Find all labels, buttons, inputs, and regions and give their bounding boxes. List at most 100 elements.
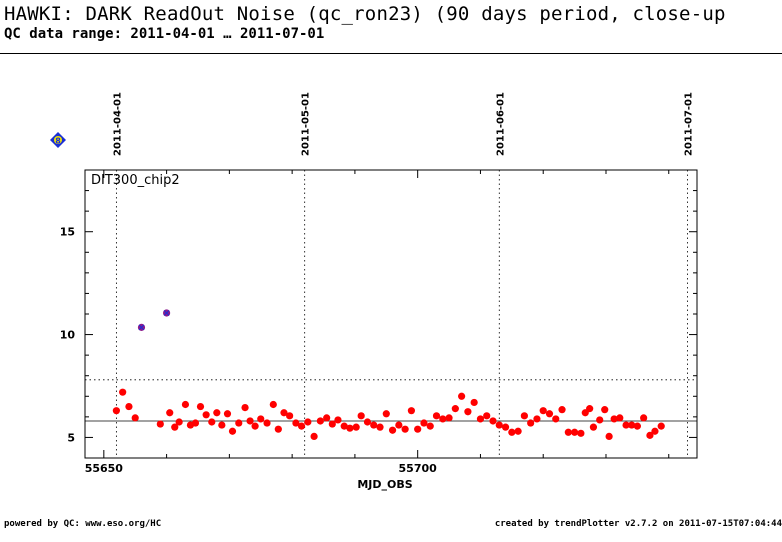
- data-point: [131, 414, 139, 422]
- panel-label: DIT300_chip2: [91, 173, 180, 188]
- axis-labels: 2011-04-01 2011-05-01 2011-06-01 2011-07-01…: [60, 92, 695, 475]
- data-point: [596, 416, 604, 424]
- month-label: 2011-05-01: [301, 92, 312, 156]
- badge-dot: [54, 136, 62, 144]
- y-tick-label: 15: [60, 226, 75, 239]
- data-point: [257, 415, 265, 423]
- data-point: [451, 405, 459, 413]
- data-point: [514, 427, 522, 435]
- data-point: [458, 392, 466, 400]
- data-point: [286, 412, 294, 420]
- data-point: [269, 400, 277, 409]
- data-point: [616, 414, 624, 422]
- data-point: [601, 406, 609, 414]
- data-point: [651, 427, 659, 435]
- y-tick-label: 5: [67, 431, 75, 444]
- x-tick-label: 55650: [85, 462, 124, 475]
- data-point: [395, 421, 403, 429]
- y-tick-label: 10: [60, 329, 76, 342]
- data-point: [401, 425, 409, 433]
- data-point: [483, 412, 491, 420]
- data-point: [445, 414, 453, 422]
- data-point: [340, 422, 348, 430]
- month-gridlines: [115, 170, 688, 458]
- data-point: [316, 417, 324, 425]
- data-point: [357, 412, 365, 420]
- chart-subtitle: QC data range: 2011-04-01 … 2011-07-01: [4, 26, 325, 42]
- data-point: [112, 407, 120, 415]
- data-point: [175, 418, 183, 426]
- data-point: [310, 432, 318, 440]
- badge-count: 8: [55, 137, 61, 146]
- data-point: [196, 402, 205, 411]
- outlier-cross: [138, 324, 145, 331]
- footer-powered-by: powered by QC: www.eso.org/HC: [4, 519, 162, 529]
- data-point: [323, 414, 331, 422]
- data-point: [228, 427, 237, 435]
- outlier-cross: [163, 310, 170, 316]
- outlier-points: [137, 309, 171, 331]
- data-point: [352, 423, 360, 431]
- data-point: [470, 398, 478, 407]
- month-label: 2011-06-01: [495, 92, 506, 156]
- data-point: [304, 418, 312, 426]
- data-point: [432, 412, 441, 420]
- data-point: [633, 422, 641, 430]
- data-point: [208, 418, 216, 426]
- data-point: [646, 431, 654, 439]
- data-point: [346, 424, 354, 432]
- x-axis-label: MJD_OBS: [357, 478, 412, 491]
- data-point: [501, 423, 510, 431]
- data-point: [407, 407, 415, 415]
- data-point: [363, 418, 372, 426]
- data-point: [420, 419, 428, 427]
- month-label: 2011-04-01: [112, 92, 123, 156]
- outlier-count-badge: 8: [50, 132, 66, 148]
- data-point: [610, 415, 618, 423]
- data-point: [280, 409, 288, 417]
- data-point: [388, 426, 397, 434]
- data-point: [552, 415, 560, 423]
- data-point: [605, 432, 613, 440]
- data-point: [545, 410, 554, 418]
- data-point: [539, 407, 547, 415]
- data-point: [263, 419, 271, 427]
- reference-lines: [85, 379, 697, 422]
- data-point: [328, 420, 336, 428]
- data-point: [489, 417, 497, 425]
- data-point: [202, 411, 210, 419]
- data-point: [476, 415, 485, 423]
- data-point: [527, 419, 535, 427]
- data-point: [223, 410, 232, 418]
- data-point: [439, 415, 447, 423]
- data-point: [241, 404, 249, 412]
- data-point: [464, 408, 472, 416]
- data-point: [577, 429, 585, 437]
- data-point: [414, 425, 422, 433]
- data-point: [508, 428, 516, 436]
- data-point: [156, 420, 164, 428]
- data-point: [628, 421, 636, 429]
- data-point: [292, 419, 300, 427]
- footer-created-by: created by trendPlotter v2.7.2 on 2011-0…: [494, 519, 782, 529]
- data-point: [558, 406, 566, 414]
- data-point: [571, 428, 579, 436]
- data-point: [657, 422, 665, 430]
- data-point: [640, 414, 648, 422]
- data-point: [382, 410, 390, 418]
- data-point: [246, 417, 254, 425]
- month-label: 2011-07-01: [684, 92, 695, 156]
- axis-ticks: [85, 169, 697, 459]
- data-point: [297, 422, 306, 430]
- data-point: [376, 423, 384, 431]
- data-point: [125, 402, 133, 411]
- data-point: [274, 425, 282, 433]
- data-points: [112, 388, 665, 440]
- data-point: [166, 409, 174, 417]
- data-point: [586, 405, 594, 413]
- data-point: [426, 422, 434, 430]
- data-point: [251, 422, 259, 430]
- header-divider: [0, 53, 782, 54]
- data-point: [520, 412, 528, 420]
